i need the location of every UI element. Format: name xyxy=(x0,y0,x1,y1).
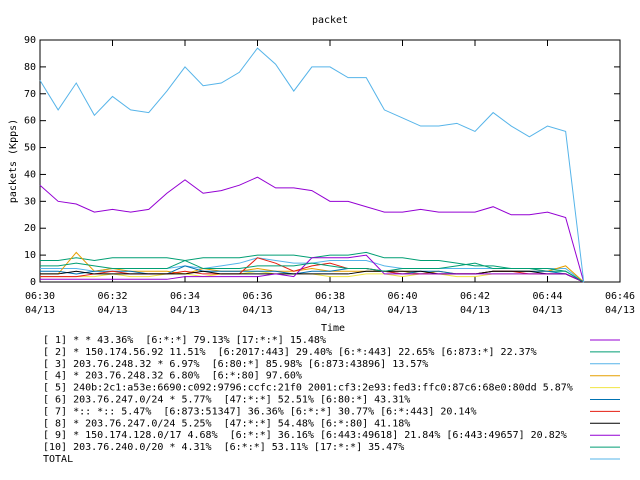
legend-label: [10] 203.76.240.0/20 * 4.31% [6:*:*] 53.… xyxy=(43,442,404,453)
legend-label: [ 9] * 150.174.128.0/17 4.68% [6:*:*] 36… xyxy=(43,430,567,441)
legend-label: TOTAL xyxy=(43,454,73,465)
series-line xyxy=(40,254,584,283)
legend-label: [ 5] 240b:2c1:a53e:6690:c092:9796:ccfc:2… xyxy=(43,383,573,394)
x-tick-label: 06:46 xyxy=(605,291,635,302)
legend-label: [ 3] 203.76.248.32 * 6.97% [6:80:*] 85.9… xyxy=(43,359,428,370)
y-tick-label: 40 xyxy=(24,169,36,180)
series-line xyxy=(40,270,584,283)
x-tick-label: 06:30 xyxy=(25,291,55,302)
chart-title: packet xyxy=(312,15,348,26)
x-tick-date: 04/13 xyxy=(97,305,127,316)
x-tick-label: 06:32 xyxy=(97,291,127,302)
legend-label: [ 4] * 203.76.248.32 6.80% [6:*:80] 97.6… xyxy=(43,371,302,382)
x-tick-date: 04/13 xyxy=(387,305,417,316)
x-tick-date: 04/13 xyxy=(25,305,55,316)
y-tick-label: 20 xyxy=(24,223,36,234)
y-axis-label: packets (Kpps) xyxy=(8,119,19,203)
x-tick-label: 06:40 xyxy=(387,291,417,302)
y-tick-label: 50 xyxy=(24,143,36,154)
legend-label: [ 2] * 150.174.56.92 11.51% [6:2017:443]… xyxy=(43,347,537,358)
legend-label: [ 7] *:: *:: 5.47% [6:873:51347] 36.36% … xyxy=(43,406,476,417)
x-tick-date: 04/13 xyxy=(605,305,635,316)
y-tick-label: 30 xyxy=(24,196,36,207)
y-tick-label: 70 xyxy=(24,89,36,100)
x-tick-date: 04/13 xyxy=(460,305,490,316)
legend-label: [ 8] * 203.76.247.0/24 5.25% [47:*:*] 54… xyxy=(43,418,410,429)
series-line xyxy=(39,47,585,283)
y-tick-label: 10 xyxy=(24,250,36,261)
y-tick-label: 60 xyxy=(24,116,36,127)
legend-label: [ 6] 203.76.247.0/24 * 5.77% [47:*:*] 52… xyxy=(43,395,410,406)
x-tick-label: 06:38 xyxy=(315,291,345,302)
y-tick-label: 80 xyxy=(24,62,36,73)
x-tick-label: 06:42 xyxy=(460,291,490,302)
x-tick-date: 04/13 xyxy=(170,305,200,316)
x-axis-label: Time xyxy=(321,323,345,334)
y-tick-label: 90 xyxy=(24,35,36,46)
x-tick-date: 04/13 xyxy=(242,305,272,316)
x-tick-label: 06:34 xyxy=(170,291,200,302)
x-tick-label: 06:44 xyxy=(532,291,562,302)
legend-label: [ 1] * * 43.36% [6:*:*] 79.13% [17:*:*] … xyxy=(43,335,326,346)
series-line xyxy=(39,176,585,283)
series-line xyxy=(40,259,585,283)
x-tick-date: 04/13 xyxy=(315,305,345,316)
y-tick-label: 0 xyxy=(30,277,36,288)
x-tick-label: 06:36 xyxy=(242,291,272,302)
x-tick-date: 04/13 xyxy=(532,305,562,316)
